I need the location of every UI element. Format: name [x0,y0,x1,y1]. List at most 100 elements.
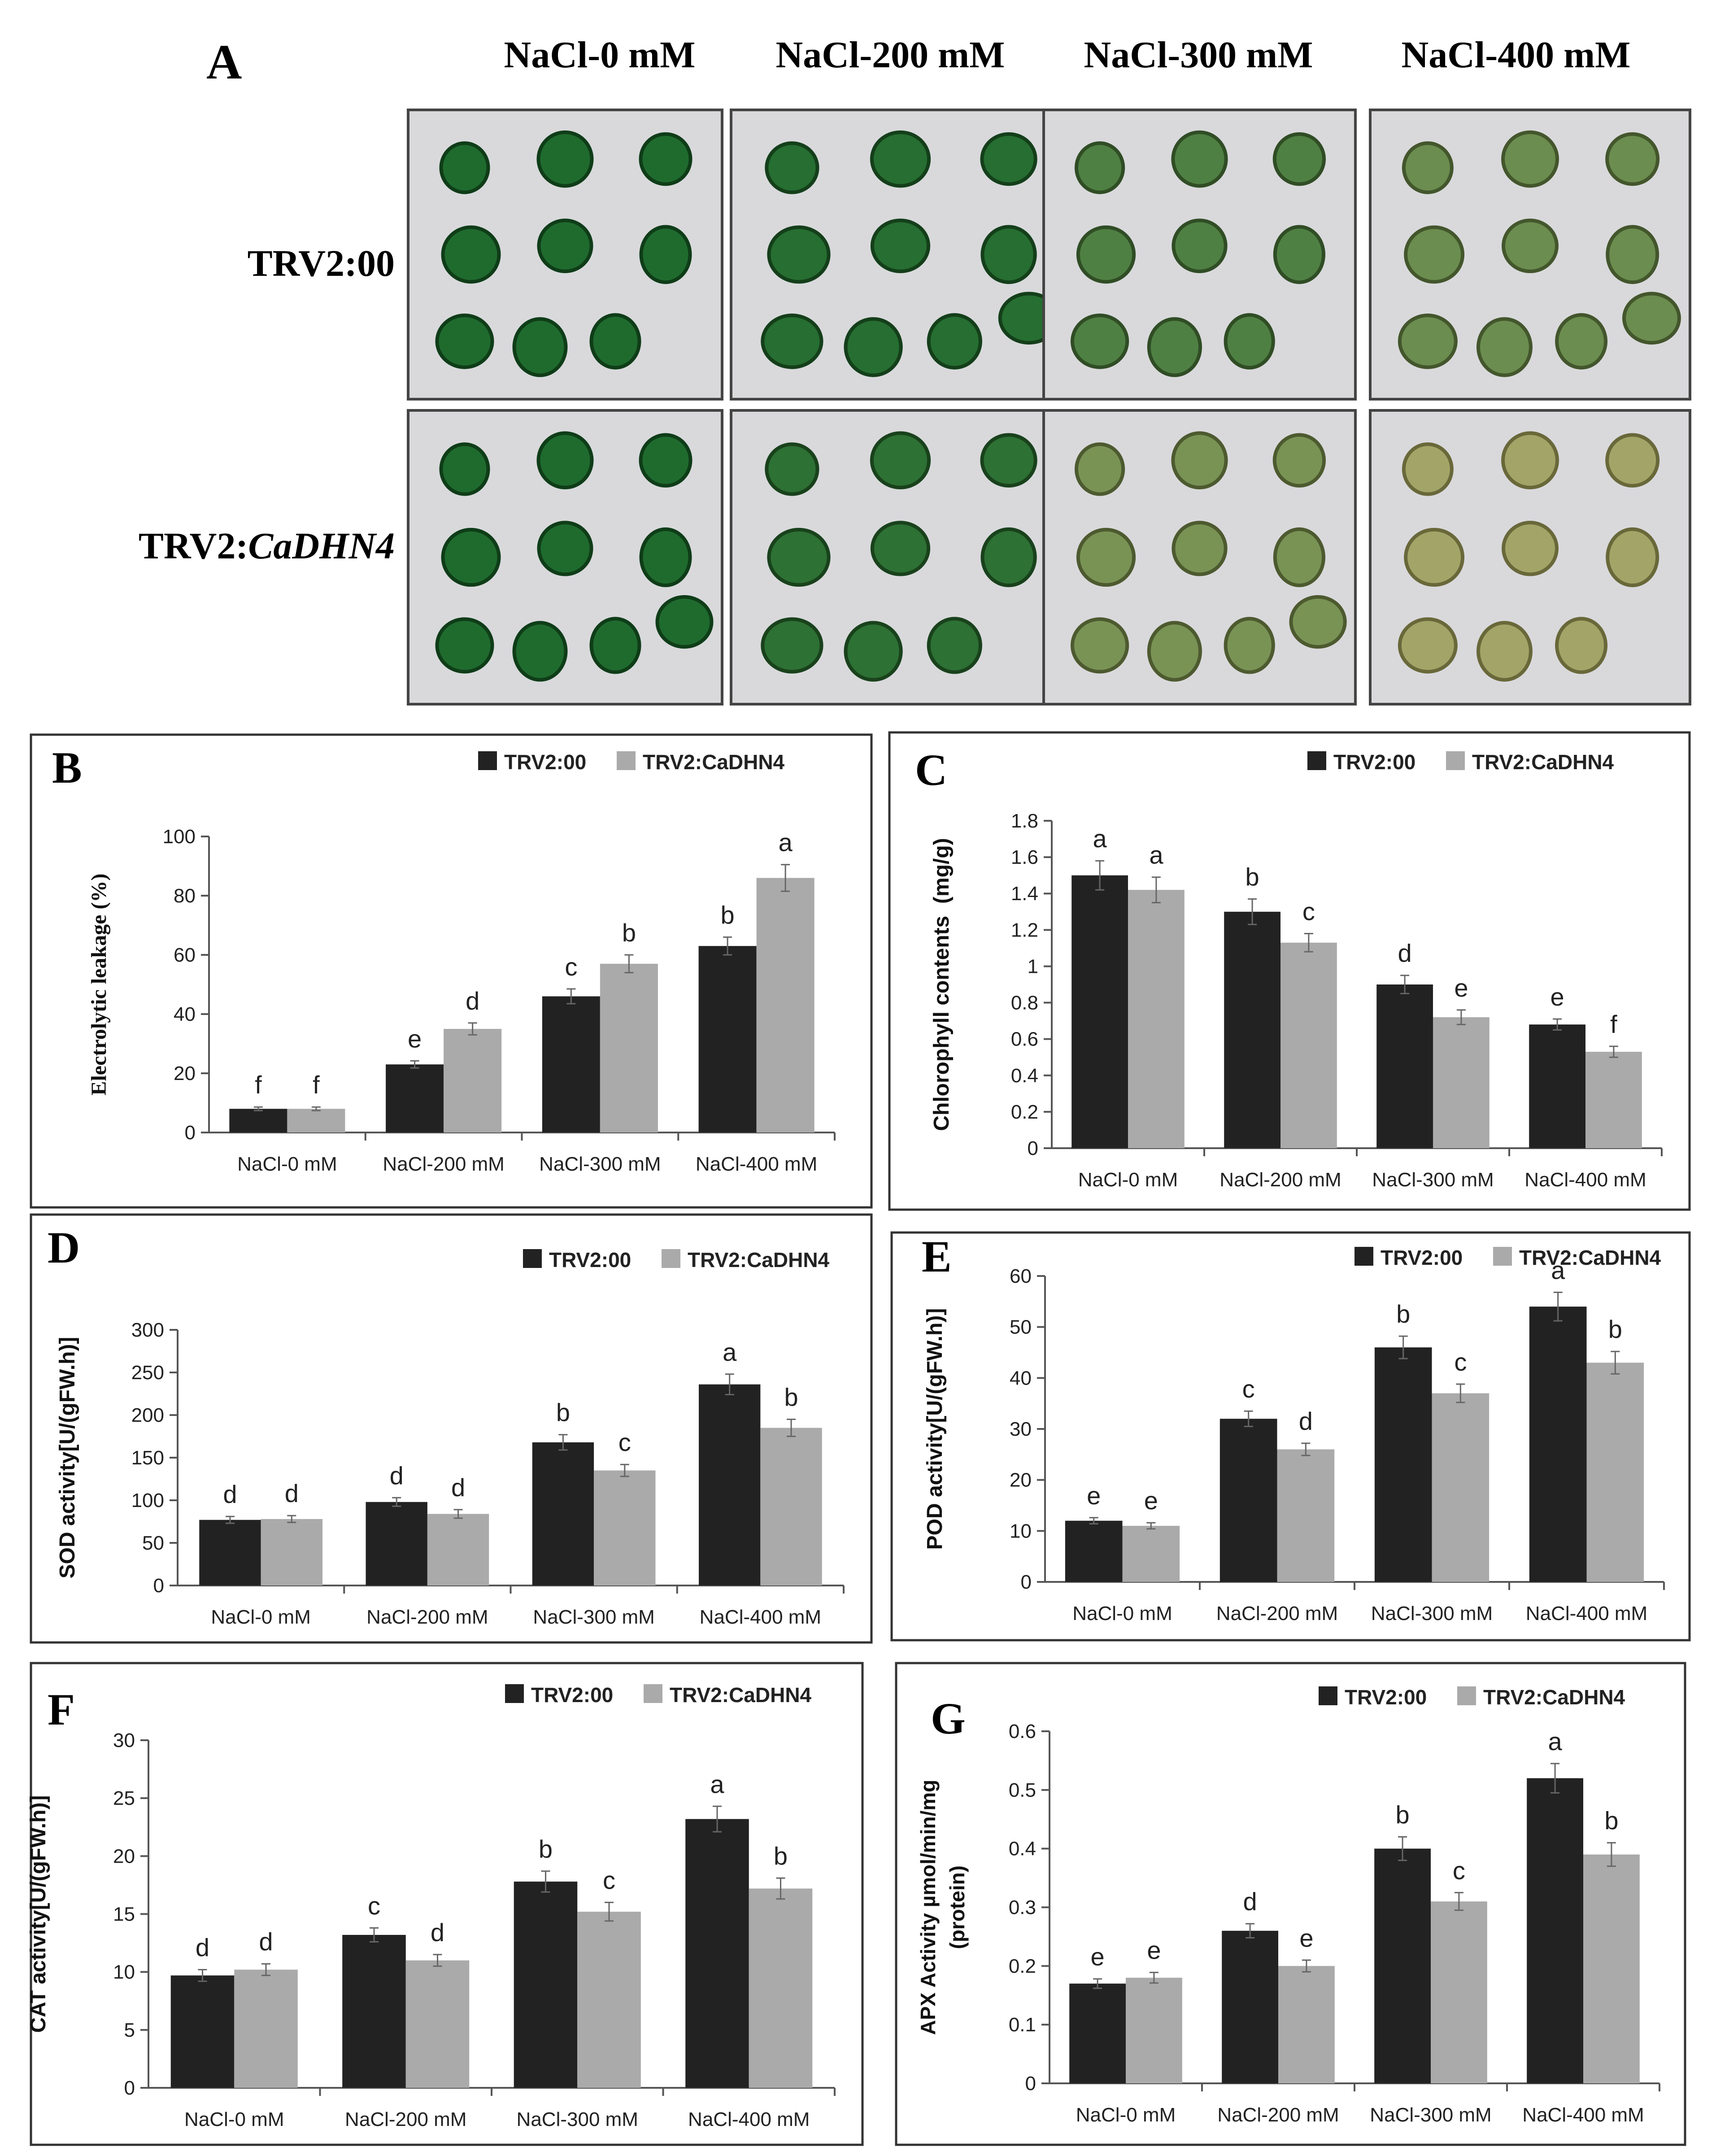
legend-swatch [1355,1247,1373,1266]
x-tick-label: NaCl-300 mM [517,2108,638,2130]
y-tick-label: 80 [174,885,196,907]
column-header-nacl-0: NaCl-0 mM [504,34,696,76]
leaf-disc [1172,218,1228,273]
leaf-disc [439,442,490,496]
leaf-disc [765,442,819,496]
y-tick-label: 20 [1010,1469,1032,1491]
leaf-disc [589,313,641,370]
bar [698,946,757,1132]
y-tick-label: 0.4 [1011,1065,1038,1087]
x-tick-label: NaCl-400 mM [1524,1169,1646,1191]
significance-letter: d [223,1480,237,1508]
leaf-disc [1501,130,1559,188]
significance-letter: e [1147,1936,1161,1964]
significance-letter: d [466,987,479,1015]
y-tick-label: 60 [174,944,196,966]
bar [444,1029,502,1132]
legend-swatch [478,751,497,770]
bar [342,1935,406,2088]
y-tick-label: 25 [113,1787,135,1809]
y-tick-label: 0.6 [1011,1028,1038,1050]
bar [1122,1525,1180,1582]
panel-a-leaf-photos: A NaCl-0 mM NaCl-200 mM NaCl-300 mM NaCl… [139,34,1691,706]
y-tick-label: 1.4 [1011,883,1038,905]
legend-swatch [644,1684,662,1703]
y-tick-label: 5 [124,2019,135,2041]
legend: TRV2:00 TRV2:CaDHN4 [478,750,785,774]
leaf-disc [639,527,692,588]
leaf-disc [870,218,931,273]
bar [170,1975,235,2088]
legend-swatch [617,751,636,770]
leaf-disc [870,431,931,490]
significance-letter: b [1396,1300,1410,1328]
bar [577,1912,641,2088]
y-tick-label: 1.2 [1011,919,1038,941]
x-tick-label: NaCl-0 mM [1076,2104,1176,2126]
significance-letter: c [603,1866,615,1895]
y-tick-label: 250 [131,1362,164,1384]
column-header-nacl-400: NaCl-400 mM [1402,34,1631,76]
x-tick-label: NaCl-200 mM [1216,1603,1338,1625]
leaf-disc [639,433,692,488]
bar [1527,1778,1583,2083]
legend-label: TRV2:CaDHN4 [1472,750,1614,774]
y-axis-label: Electrolytic leakage (%) [87,874,111,1096]
legend: TRV2:00 TRV2:CaDHN4 [1319,1686,1625,1709]
leaf-disc [537,521,593,576]
y-tick-label: 0 [1021,1571,1032,1593]
leaf-disc [870,130,931,188]
column-header-nacl-300: NaCl-300 mM [1084,34,1313,76]
significance-letter: a [1551,1256,1565,1284]
bar [234,1969,298,2088]
bar [542,996,600,1132]
panel-label: D [48,1223,80,1272]
leaf-disc [1074,442,1125,496]
leaf-disc [761,617,823,674]
y-tick-label: 15 [113,1903,135,1925]
bar [1529,1024,1585,1148]
x-tick-label: NaCl-200 mM [383,1153,504,1175]
significance-letter: e [1299,1924,1313,1952]
legend-swatch [523,1249,542,1268]
y-tick-label: 20 [174,1063,196,1085]
x-tick-label: NaCl-0 mM [1072,1603,1172,1625]
y-tick-label: 0.5 [1009,1779,1036,1801]
bar [1277,1449,1335,1582]
leaf-disc [1272,132,1326,186]
y-axis-label: APX Activity µmol/min/mg [916,1780,940,2035]
leaf-disc [1289,595,1347,649]
bar [1432,1393,1490,1582]
photo-grid [407,109,1691,706]
legend: TRV2:00 TRV2:CaDHN4 [1307,750,1614,774]
x-tick-label: NaCl-300 mM [533,1606,654,1628]
leaf-disc [639,225,692,284]
y-tick-label: 0.4 [1009,1838,1036,1860]
leaf-disc [1501,431,1559,490]
leaf-disc [1172,521,1228,576]
x-tick-label: NaCl-400 mM [688,2108,810,2130]
significance-letter: e [1454,974,1468,1002]
bar [287,1109,345,1132]
x-tick-label: NaCl-200 mM [345,2108,466,2130]
legend-label: TRV2:00 [531,1683,613,1707]
leaf-disc [765,141,819,194]
y-tick-label: 0 [153,1575,164,1597]
significance-letter: b [622,919,636,947]
leaf-disc [1273,225,1326,284]
bar [366,1502,427,1585]
leaf-disc [1402,442,1454,496]
x-tick-label: NaCl-400 mM [1526,1603,1647,1625]
bar [1374,1347,1432,1582]
bar [1222,1930,1278,2083]
y-tick-label: 30 [113,1729,135,1751]
leaf-disc [512,317,568,377]
legend-label: TRV2:CaDHN4 [1483,1686,1625,1709]
leaf-disc [536,130,594,188]
leaf-disc [1224,313,1275,370]
x-tick-label: NaCl-0 mM [1078,1169,1178,1191]
x-tick-label: NaCl-400 mM [700,1606,821,1628]
bar [1219,1419,1277,1582]
y-tick-label: 0.3 [1009,1897,1036,1919]
legend: TRV2:00 TRV2:CaDHN4 [505,1683,812,1707]
